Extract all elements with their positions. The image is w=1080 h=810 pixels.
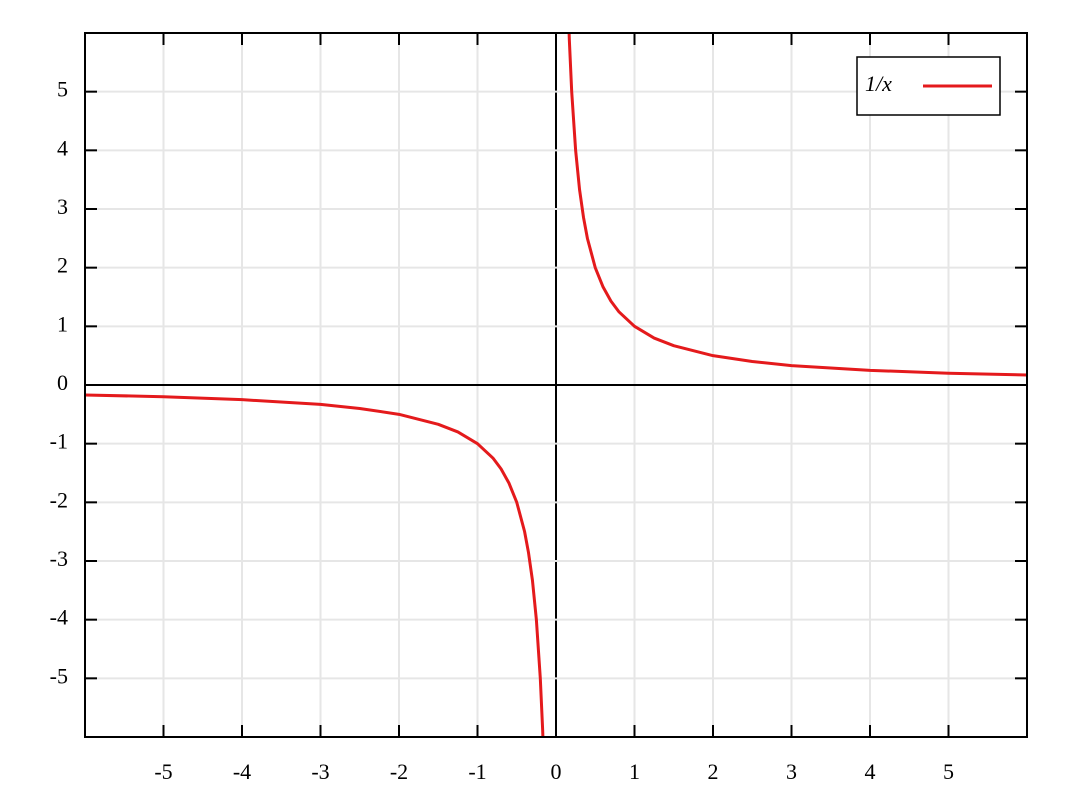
y-tick-label: -2 <box>50 487 68 512</box>
y-tick-label: -4 <box>50 605 68 630</box>
y-tick-label: 1 <box>57 311 68 336</box>
x-tick-label: -4 <box>233 759 251 784</box>
x-tick-label: 1 <box>629 759 640 784</box>
x-tick-label: 3 <box>786 759 797 784</box>
plot-frame <box>84 32 1028 738</box>
grid <box>85 33 1027 737</box>
x-tick-label: -3 <box>311 759 329 784</box>
plot-area <box>85 33 1027 737</box>
x-tick-label: 2 <box>708 759 719 784</box>
y-tick-label: 0 <box>57 370 68 395</box>
legend: 1/x <box>856 56 1001 116</box>
x-tick-label: 0 <box>551 759 562 784</box>
series-line <box>85 33 1027 737</box>
y-tick-label: 4 <box>57 135 68 160</box>
y-tick-label: 5 <box>57 77 68 102</box>
x-tick-label: 5 <box>943 759 954 784</box>
y-tick-label: 2 <box>57 253 68 278</box>
x-tick-label: -1 <box>468 759 486 784</box>
y-tick-label: 3 <box>57 194 68 219</box>
y-tick-label: -1 <box>50 429 68 454</box>
legend-label: 1/x <box>865 71 892 96</box>
y-tick-label: -5 <box>50 663 68 688</box>
x-tick-label: 4 <box>865 759 876 784</box>
x-tick-label: -5 <box>154 759 172 784</box>
y-tick-label: -3 <box>50 546 68 571</box>
x-tick-label: -2 <box>390 759 408 784</box>
